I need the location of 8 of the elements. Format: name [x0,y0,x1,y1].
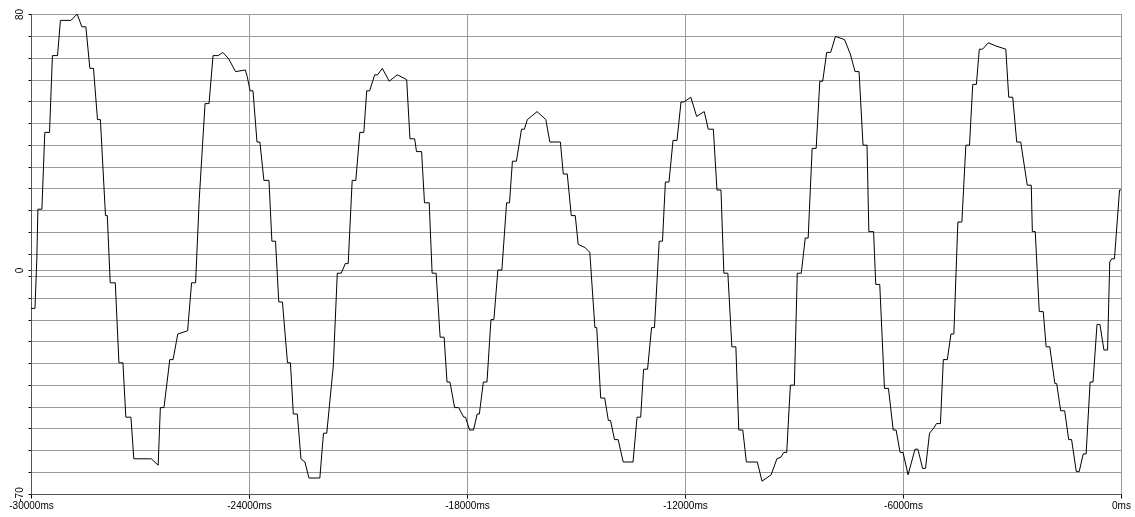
x-tick-label: 0ms [1112,499,1131,511]
x-tick-label: -6000ms [884,499,923,511]
y-tick-label: -70 [13,486,25,502]
x-tick-label: -24000ms [227,499,272,511]
x-tick-label: -12000ms [663,499,708,511]
x-tick-label: -18000ms [445,499,490,511]
y-tick-label: 80 [13,8,25,21]
y-tick-label: 0 [13,267,25,274]
